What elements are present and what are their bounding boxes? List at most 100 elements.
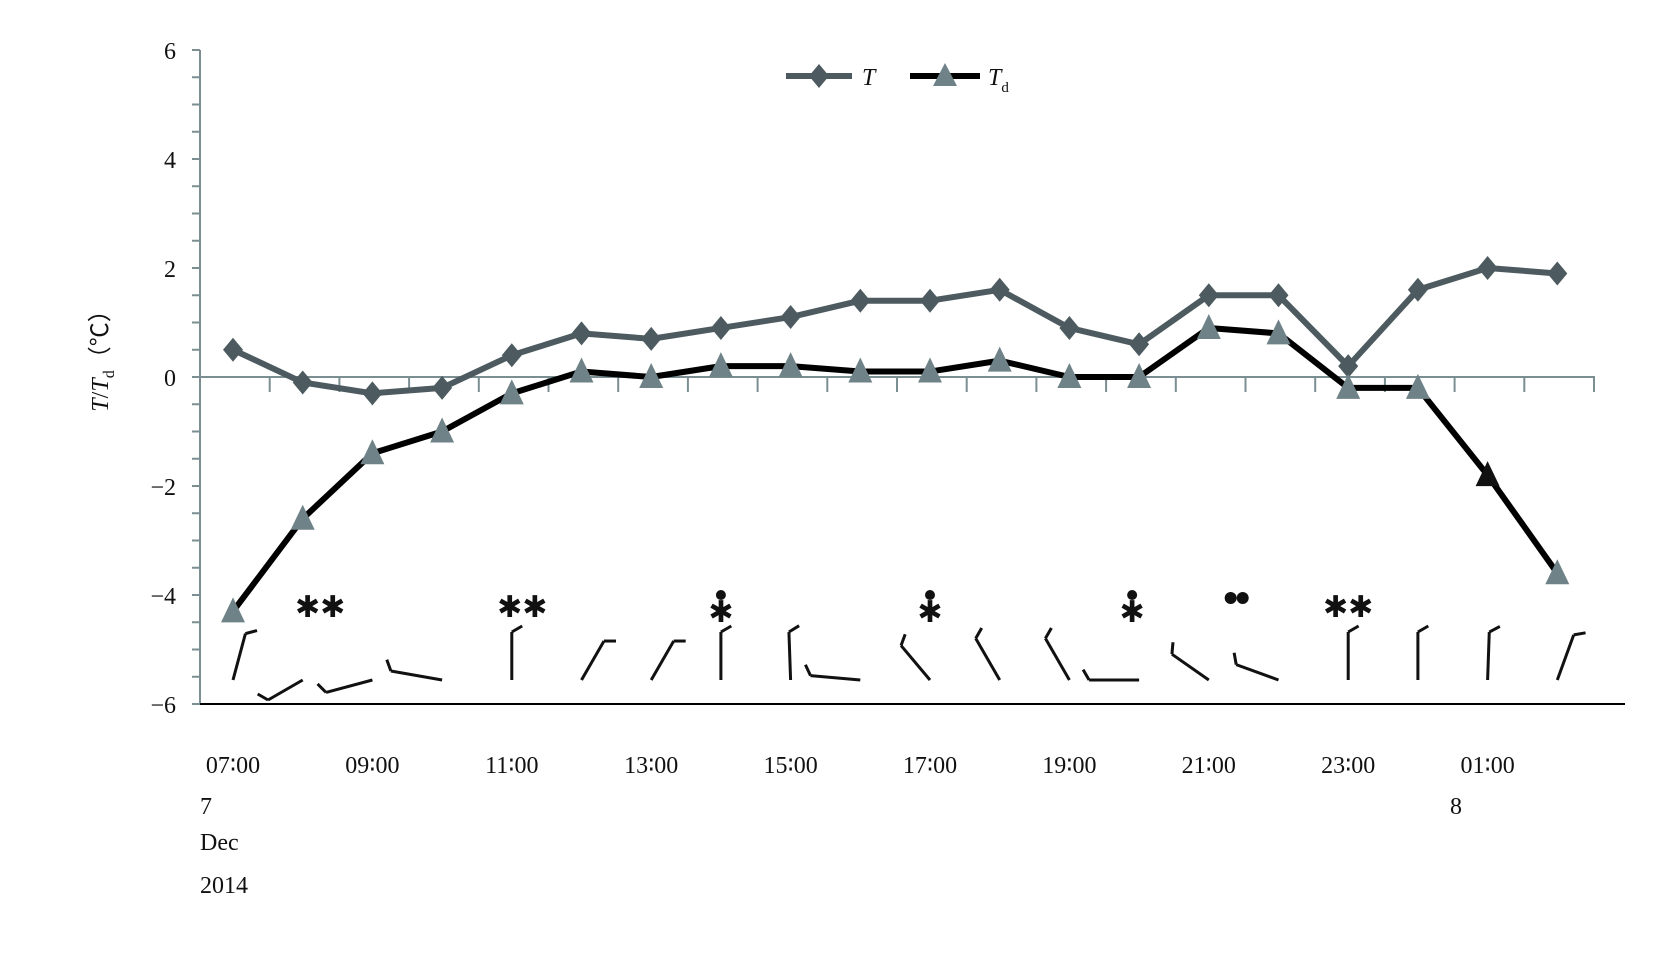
wind-barb-icon — [719, 624, 733, 680]
y-tick-label: 2 — [164, 257, 176, 283]
x-tick-label: 19∶00 — [1042, 753, 1096, 779]
legend-t-label: T — [862, 65, 877, 91]
data-point-diamond — [223, 337, 243, 362]
wind-barb-shaft — [1171, 652, 1210, 682]
wind-barb-feather — [316, 682, 328, 694]
wind-barb-feather — [1044, 627, 1053, 640]
wind-barb-shaft — [325, 678, 373, 694]
ylabel-unit: （℃） — [88, 298, 114, 370]
ylabel-td-sub: d — [101, 370, 118, 378]
axes — [192, 49, 1625, 705]
wind-barb-shaft — [649, 640, 675, 681]
wind-barb-shaft — [390, 669, 443, 682]
y-tick-labels: 6 4 2 0 −2 −4 −6 — [150, 39, 176, 719]
wind-barb-icon — [1486, 625, 1501, 681]
wind-barb-feather — [720, 624, 733, 634]
x-tick-labels: 07∶00 09∶00 11∶00 13∶00 15∶00 17∶00 19∶00 21∶00… — [206, 753, 1515, 779]
data-point-diamond — [920, 288, 940, 313]
wind-barb-shaft — [787, 631, 793, 681]
legend: T Td — [786, 63, 1009, 96]
wind-barb-icon — [1232, 652, 1280, 682]
data-point-diamond — [362, 381, 383, 406]
wind-barb-icon — [899, 633, 932, 681]
wind-barb-icon — [649, 639, 686, 681]
wind-barb-feather — [1081, 668, 1091, 681]
wind-barb-shaft — [810, 674, 861, 682]
snow-icon: ✱✱ — [295, 590, 345, 625]
wind-barb-feather — [385, 659, 393, 672]
x-tick-label: 09∶00 — [345, 753, 399, 779]
wind-barb-feather — [1488, 625, 1501, 634]
data-point-diamond — [1338, 354, 1359, 379]
data-point-diamond — [1198, 283, 1219, 308]
legend-td-triangle-icon — [933, 63, 957, 86]
date-month: Dec — [200, 830, 239, 856]
wind-barb-icon — [1555, 631, 1586, 681]
data-point-triangle — [639, 363, 664, 388]
y-axis-label: T/Td（℃） — [88, 298, 118, 411]
wind-barb-feather — [256, 692, 269, 702]
ylabel-slash: / — [88, 391, 114, 398]
x-tick-label: 15∶00 — [763, 753, 817, 779]
x-tick-label: 17∶00 — [903, 753, 957, 779]
wind-barb-icon — [974, 627, 1001, 681]
series-t — [223, 256, 1568, 406]
data-point-diamond — [989, 277, 1010, 302]
wind-barb-feather — [511, 624, 523, 634]
data-point-triangle — [848, 357, 873, 383]
data-point-diamond — [780, 305, 801, 330]
wind-barb-shaft — [267, 678, 304, 702]
wind-barb-shaft — [974, 637, 1001, 681]
wind-barb-feather — [804, 664, 812, 677]
data-point-triangle — [1405, 373, 1430, 399]
x-tick-label: 07∶00 — [206, 753, 260, 779]
wind-barbs — [231, 624, 1586, 702]
y-tick-label: 4 — [164, 148, 176, 174]
series-td — [221, 313, 1570, 623]
x-tick-label: 21∶00 — [1182, 753, 1236, 779]
date-year: 2014 — [200, 873, 248, 899]
data-point-triangle — [499, 379, 524, 405]
wind-barb-icon — [231, 629, 258, 681]
wind-barb-feather — [245, 629, 258, 636]
data-point-triangle — [1196, 313, 1221, 339]
wind-barb-shaft — [1044, 637, 1071, 681]
svg-text:T/Td（℃）: T/Td（℃） — [88, 298, 118, 411]
y-tick-label: −4 — [150, 584, 176, 610]
data-point-diamond — [1407, 277, 1428, 302]
snow-icon: ✱ — [708, 595, 733, 630]
data-point-triangle — [1545, 559, 1570, 585]
x-tick-label: 13∶00 — [624, 753, 678, 779]
y-tick-label: 6 — [164, 39, 176, 65]
wind-barb-shaft — [231, 633, 247, 681]
ylabel-t: T — [88, 397, 114, 412]
data-point-diamond — [501, 343, 522, 368]
weather-symbols: ✱✱ ✱✱ ✱ ✱ ✱ ✱✱ — [295, 590, 1373, 630]
wind-barb-shaft — [1555, 634, 1576, 681]
data-point-triangle — [987, 346, 1012, 372]
data-point-triangle — [1057, 363, 1082, 388]
wind-barb-feather — [974, 627, 983, 640]
series-line — [231, 265, 1558, 397]
wind-barb-icon — [385, 659, 443, 682]
y-tick-label: −6 — [150, 693, 176, 719]
data-point-triangle — [778, 352, 803, 378]
data-point-diamond — [292, 370, 313, 395]
wind-barb-icon — [1416, 624, 1430, 680]
wind-barb-feather — [1170, 642, 1175, 655]
wind-barb-icon — [1081, 668, 1140, 682]
wind-barb-icon — [1346, 624, 1360, 680]
wind-barb-icon — [580, 639, 616, 681]
data-point-diamond — [1059, 315, 1080, 340]
date-day2: 8 — [1450, 794, 1462, 820]
data-point-triangle — [360, 439, 385, 465]
snow-icon: ✱✱ — [1323, 590, 1373, 625]
series-line — [230, 324, 1560, 614]
wind-barb-icon — [787, 624, 800, 681]
date-day1: 7 — [200, 794, 212, 820]
data-point-triangle — [290, 504, 315, 530]
data-point-diamond — [571, 321, 592, 346]
wind-barb-feather — [1573, 631, 1586, 637]
x-tick-label: 11∶00 — [485, 753, 538, 779]
snow-icon: ✱ — [1120, 595, 1145, 630]
